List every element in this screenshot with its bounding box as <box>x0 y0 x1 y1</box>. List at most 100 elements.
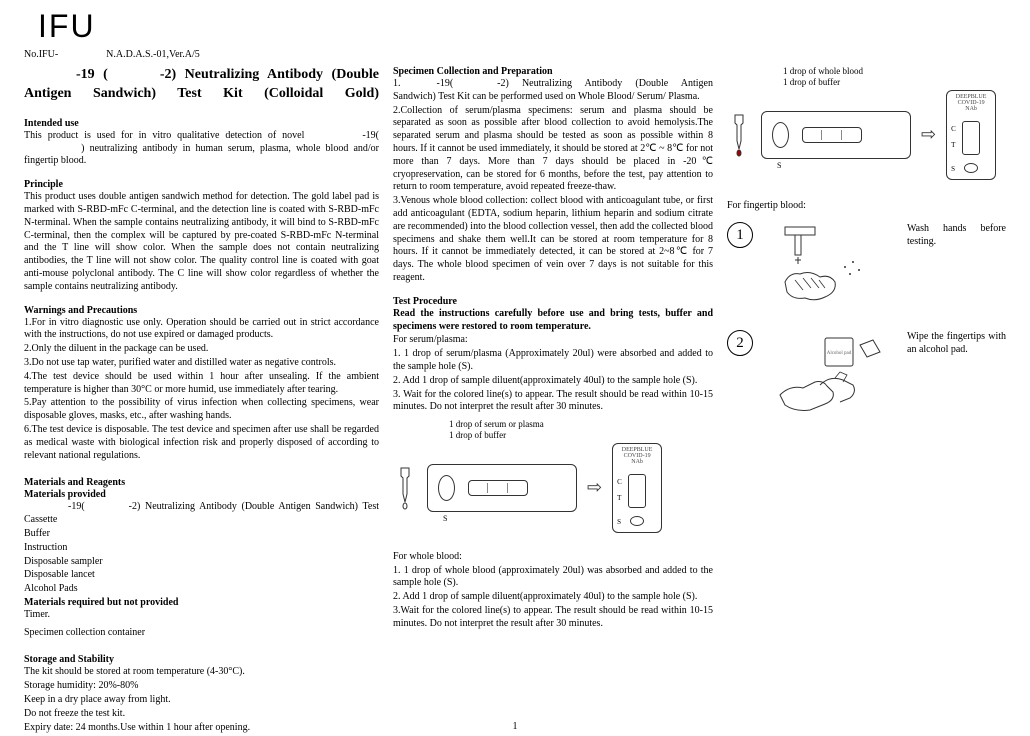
materials-provided-head: Materials provided <box>24 489 379 500</box>
mat-pads: Alcohol Pads <box>24 583 379 596</box>
doc-no-prefix: No.IFU- <box>24 49 58 60</box>
doc-no-suffix: N.A.D.A.S.-01,Ver.A/5 <box>106 49 200 60</box>
step-2-row: 2 Alcohol pad Wipe the fingertips with a… <box>727 330 1006 420</box>
mat-instruction: Instruction <box>24 542 379 555</box>
drop-label-2: 1 drop of buffer <box>449 430 713 441</box>
warn-3: 3.Do not use tap water, purified water a… <box>24 357 379 370</box>
logo-l3-2: NAb <box>947 106 995 112</box>
dropper-icon <box>393 466 417 510</box>
alcohol-pad-icon: Alcohol pad <box>765 330 895 420</box>
sample-well-2 <box>772 122 789 148</box>
cassette-logo: DEEPBLUE COVID-19 NAb <box>613 444 661 465</box>
warn-4: 4.The test device should be used within … <box>24 371 379 397</box>
page-number: 1 <box>513 721 518 732</box>
spec-2: 2.Collection of serum/plasma specimens: … <box>393 105 713 195</box>
step-2-text: Wipe the fingertips with an alcohol pad. <box>907 330 1006 356</box>
principle-text: This product uses double antigen sandwic… <box>24 191 379 293</box>
intended-use-head: Intended use <box>24 118 379 129</box>
test-cassette-2: S <box>761 111 911 159</box>
proc-w2: 2. Add 1 drop of sample diluent(approxim… <box>393 591 713 604</box>
cassette-drop-labels-2: 1 drop of whole blood 1 drop of buffer <box>783 66 1006 88</box>
warn-6: 6.The test device is disposable. The tes… <box>24 424 379 462</box>
warnings-head: Warnings and Precautions <box>24 305 379 316</box>
t-label: T <box>617 494 621 502</box>
storage-2: Storage humidity: 20%-80% <box>24 680 379 693</box>
mat-lancet: Disposable lancet <box>24 569 379 582</box>
proc-w1: 1. 1 drop of whole blood (approximately … <box>393 565 713 591</box>
procedure-head: Test Procedure <box>393 296 713 307</box>
columns-wrapper: -19 (-2) Neutralizing Antibody (Double A… <box>24 66 1006 735</box>
proc-s2: 2. Add 1 drop of sample diluent(approxim… <box>393 375 713 388</box>
spec1a: 1. <box>393 78 401 89</box>
intended-use-text: This product is used for in vitro qualit… <box>24 130 379 168</box>
column-1: -19 (-2) Neutralizing Antibody (Double A… <box>24 66 379 735</box>
drop-label-1b: 1 drop of whole blood <box>783 66 1006 77</box>
storage-head: Storage and Stability <box>24 654 379 665</box>
mat-timer: Timer. <box>24 609 379 622</box>
t-label-2: T <box>951 141 955 149</box>
column-3: 1 drop of whole blood 1 drop of buffer S… <box>727 66 1006 735</box>
storage-1: The kit should be stored at room tempera… <box>24 666 379 679</box>
step-2-number: 2 <box>727 330 753 356</box>
dropper-icon-2 <box>727 113 751 157</box>
materials-head: Materials and Reagents <box>24 477 379 488</box>
s-label: S <box>443 514 447 523</box>
principle-head: Principle <box>24 179 379 190</box>
for-serum: For serum/plasma: <box>393 334 713 347</box>
cassette-diagram-serum: 1 drop of serum or plasma 1 drop of buff… <box>393 419 713 533</box>
c-label: C <box>617 478 622 486</box>
proc-w3: 3.Wait for the colored line(s) to appear… <box>393 605 713 631</box>
column-2: Specimen Collection and Preparation 1. -1… <box>393 66 713 735</box>
c-label-2: C <box>951 125 956 133</box>
warn-5: 5.Pay attention to the possibility of vi… <box>24 397 379 423</box>
cassette-logo-2: DEEPBLUE COVID-19 NAb <box>947 91 995 112</box>
mat-sampler: Disposable sampler <box>24 556 379 569</box>
s-label-2: S <box>617 518 621 526</box>
for-whole: For whole blood: <box>393 551 713 564</box>
sample-well <box>438 475 455 501</box>
rc-window-2 <box>962 121 980 155</box>
s-label-3: S <box>777 161 781 170</box>
mat-cassette: -19(-2) Neutralizing Antibody (Double An… <box>24 501 379 527</box>
result-cassette: DEEPBLUE COVID-19 NAb C T S <box>612 443 662 533</box>
s-label-4: S <box>951 165 955 173</box>
rc-well <box>630 516 644 526</box>
specimen-head: Specimen Collection and Preparation <box>393 66 713 77</box>
warn-1: 1.For in vitro diagnostic use only. Oper… <box>24 317 379 343</box>
proc-s1: 1. 1 drop of serum/plasma (Approximately… <box>393 348 713 374</box>
wash-hands-icon <box>765 222 895 312</box>
procedure-sub: Read the instructions carefully before u… <box>393 308 713 334</box>
test-cassette: S <box>427 464 577 512</box>
mat-container: Specimen collection container <box>24 627 379 640</box>
title-part-a: -19 ( <box>76 67 108 82</box>
logo-l3: NAb <box>613 459 661 465</box>
step-1-number: 1 <box>727 222 753 248</box>
spec1b: -19( <box>437 78 454 89</box>
intended-b: -19( <box>362 130 379 141</box>
mat-buffer: Buffer <box>24 528 379 541</box>
result-window <box>468 480 528 496</box>
arrow-icon: ⇨ <box>587 477 602 498</box>
arrow-icon-2: ⇨ <box>921 124 936 145</box>
result-cassette-2: DEEPBLUE COVID-19 NAb C T S <box>946 90 996 180</box>
warn-2: 2.Only the diluent in the package can be… <box>24 343 379 356</box>
step-1-row: 1 Wash hands before testing. <box>727 222 1006 312</box>
svg-text:Alcohol pad: Alcohol pad <box>827 351 852 356</box>
cassette-drop-labels: 1 drop of serum or plasma 1 drop of buff… <box>449 419 713 441</box>
product-title: -19 (-2) Neutralizing Antibody (Double A… <box>24 66 379 104</box>
mat-a: -19( <box>68 501 85 512</box>
doc-header: IFU <box>38 8 1006 45</box>
materials-required-head: Materials required but not provided <box>24 597 379 608</box>
storage-3: Keep in a dry place away from light. <box>24 694 379 707</box>
proc-s3: 3. Wait for the colored line(s) to appea… <box>393 389 713 415</box>
fingertip-head: For fingertip blood: <box>727 200 1006 213</box>
step-1-text: Wash hands before testing. <box>907 222 1006 248</box>
intended-a: This product is used for in vitro qualit… <box>24 130 304 141</box>
drop-label-2b: 1 drop of buffer <box>783 77 1006 88</box>
doc-number: No.IFU- N.A.D.A.S.-01,Ver.A/5 <box>24 49 1006 60</box>
spec-3: 3.Venous whole blood collection: collect… <box>393 195 713 285</box>
storage-4: Do not freeze the test kit. <box>24 708 379 721</box>
rc-well-2 <box>964 163 978 173</box>
drop-label-1: 1 drop of serum or plasma <box>449 419 713 430</box>
result-window-2 <box>802 127 862 143</box>
